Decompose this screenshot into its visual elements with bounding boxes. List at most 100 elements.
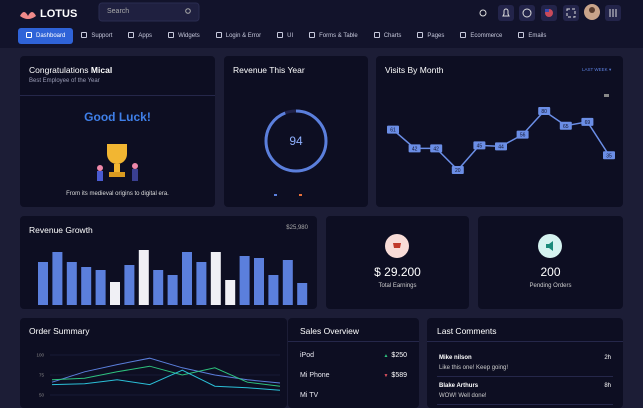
data-label: 65 [563,124,569,130]
series-line [51,369,281,391]
card-title: Visits By Month [385,65,444,75]
product-name: Mi Phone [300,372,330,379]
nav-item[interactable]: Charts [366,28,410,44]
comment-divider [437,404,613,405]
data-label: 80 [541,109,547,115]
nav-item[interactable]: Apps [120,28,160,44]
y-tick-label: 100 [36,353,44,358]
comment-time: 8h [604,383,611,389]
data-label: 42 [412,146,418,152]
bar [225,280,236,305]
product-name: iPod [300,352,315,359]
data-point [387,125,399,134]
gauge-value: 94 [289,134,303,148]
revenue-growth-chart [38,250,308,305]
earnings-card: $ 29.200 Total Earnings [326,216,469,309]
data-label: 56 [520,133,526,139]
good-luck: Good Luck! [84,110,151,124]
revenue-growth-card: Revenue Growth $25,980 [20,216,317,309]
data-point [559,121,572,130]
data-label: 20 [455,168,461,174]
bar [138,250,149,305]
bar [239,256,250,305]
comments-card: Last Comments Mike nilson 2h Like this one… [427,318,623,408]
nav-item[interactable]: Pages [409,28,452,44]
bar [95,270,106,305]
amount-text: $250 [391,352,407,359]
stat-value: 200 [540,265,561,279]
legend-dot [299,194,302,196]
nav-item[interactable]: Login & Error [208,28,269,44]
comment-author: Mike nilson [439,355,472,361]
congrats-subtitle: Best Employee of the Year [29,78,100,84]
visits-chart: 61 42 42 20 45 44 56 80 65 69 35 [387,94,615,174]
order-summary-card: 50 75 100 Order Summary [20,318,287,408]
bar [210,252,221,305]
product-name: Mi TV [300,392,319,399]
data-label: 42 [433,146,439,152]
bar [110,282,120,305]
data-label: 44 [498,144,504,150]
nav-item[interactable]: UI [269,28,301,44]
visits-card: 61 42 42 20 45 44 56 80 65 69 35 Visits By Month L… [376,56,623,207]
bar [52,252,63,305]
filter-label[interactable]: LAST WEEK [582,67,608,72]
search-box[interactable]: Search [107,8,130,15]
trend-arrow: ▲ [383,353,389,359]
earnings-icon [385,234,409,258]
congrats-card: Congratulations Mical Best Employee of t… [20,56,215,207]
bar [297,283,308,305]
bar [254,258,264,305]
gauge-arc [264,109,328,173]
card-title: Revenue This Year [233,65,305,75]
stat-label: Pending Orders [529,283,572,289]
bar [167,275,178,305]
revenue-year-card: Revenue This Year 94 [224,56,368,207]
data-point [581,117,594,126]
menu-icon [604,94,609,97]
data-point [451,166,464,174]
sales-row: iPod ▲ $250 [300,352,407,364]
data-point [516,130,529,139]
nav-item[interactable]: Emails [510,28,554,44]
y-tick-label: 75 [39,373,45,378]
card-title: Revenue Growth [29,225,93,235]
stat-label: Total Earnings [378,283,417,289]
series-line [51,365,281,387]
trophy-illustration [97,144,138,181]
orders-card: 200 Pending Orders [478,216,623,309]
data-label: 69 [585,120,591,126]
nav-item[interactable]: Dashboard [18,28,74,44]
comment-text: Like this one! Keep going! [439,365,509,371]
bar [124,265,135,305]
header-icons [20,2,621,22]
series-line [51,357,281,384]
stat-value: $ 29.200 [374,265,421,279]
data-label: 61 [390,128,396,134]
sales-card: Sales Overview iPod ▲ $250 Mi Phone ▼ $589 Mi … [288,318,419,408]
amount-text: $589 [391,372,407,379]
nav-item[interactable]: Forms & Table [301,28,366,44]
nav-item[interactable]: Ecommerce [452,28,510,44]
card-title: Order Summary [29,326,90,336]
comment-time: 2h [604,355,611,361]
data-label: 45 [477,143,483,149]
employee-name: Mical [90,65,113,75]
nav-item[interactable]: Support [73,28,120,44]
bar [38,262,48,305]
filter-dropdown[interactable]: LAST WEEK ▾ [582,67,612,72]
orders-icon [538,234,562,258]
nav-item[interactable]: Widgets [160,28,208,44]
data-point [430,144,443,153]
nav-bar: Dashboard Support Apps Widgets Login & Error… [18,28,554,44]
data-point [473,141,486,150]
sales-row: Mi TV [300,392,407,404]
bar [182,252,192,305]
comment-text: WOW! Well done! [439,393,487,399]
bar [196,262,207,305]
comment-author: Blake Arthurs [439,383,479,389]
bar [153,270,164,305]
comment-divider [437,376,613,377]
card-title: Sales Overview [300,326,360,336]
